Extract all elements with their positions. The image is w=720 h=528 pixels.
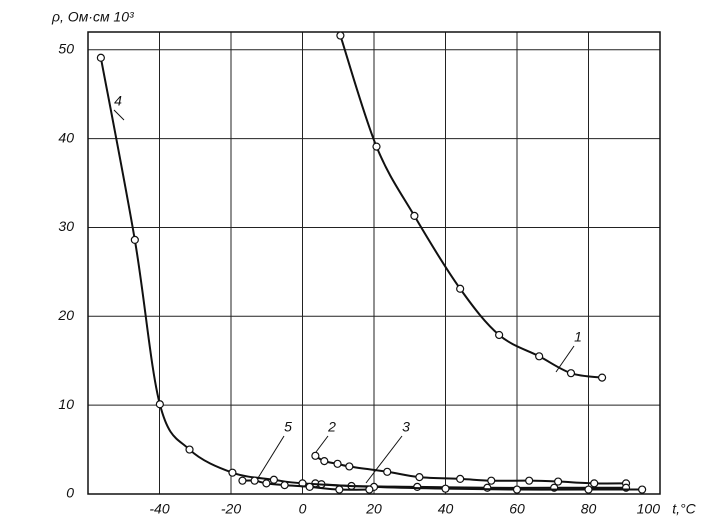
data-point (280, 481, 289, 490)
data-point (638, 485, 647, 494)
x-axis-label: t,°C (672, 501, 696, 517)
y-tick-label: 20 (57, 307, 74, 323)
y-tick-label: 50 (58, 40, 74, 56)
data-point (96, 53, 105, 62)
data-point (597, 373, 607, 382)
leader-line (257, 435, 285, 479)
data-point (410, 211, 419, 221)
leader-line (555, 345, 575, 373)
leader-line (315, 435, 329, 453)
data-point (590, 479, 599, 488)
series-label: 5 (284, 419, 292, 435)
x-tick-label: 80 (581, 501, 597, 517)
y-tick-label: 30 (58, 218, 74, 234)
data-point (415, 473, 424, 482)
data-point (512, 485, 522, 494)
data-point (584, 485, 593, 494)
data-point (487, 476, 496, 485)
data-point (566, 369, 576, 378)
data-point (413, 482, 422, 491)
series-label: 1 (574, 329, 582, 345)
data-point (228, 468, 237, 477)
data-point (495, 330, 504, 340)
leader-line (113, 109, 125, 121)
series-label: 3 (402, 419, 410, 435)
data-point (441, 484, 450, 493)
data-point (155, 400, 164, 409)
data-point (456, 474, 465, 483)
x-tick-label: 40 (438, 501, 454, 517)
x-tick-label: 20 (365, 501, 382, 517)
data-point (535, 352, 544, 361)
y-tick-label: 10 (58, 396, 74, 412)
data-point (250, 476, 259, 485)
x-tick-label: -20 (221, 501, 241, 517)
x-tick-label: 100 (637, 501, 661, 517)
x-tick-label: 60 (509, 501, 525, 517)
y-tick-label: 0 (66, 485, 74, 501)
data-point (456, 284, 465, 293)
data-point (345, 462, 354, 471)
data-point (320, 457, 329, 466)
data-point (333, 459, 342, 468)
data-point (383, 467, 392, 476)
x-tick-label: 0 (299, 501, 307, 517)
data-point (130, 235, 139, 244)
data-point (185, 445, 194, 454)
data-point (554, 477, 563, 486)
data-point (305, 482, 314, 491)
data-point (311, 451, 320, 460)
data-point (483, 483, 492, 492)
plot-frame (87, 31, 661, 495)
leader-line (365, 435, 403, 484)
data-point (365, 485, 374, 494)
data-point (262, 479, 271, 488)
x-tick-label: -40 (149, 501, 169, 517)
data-point (336, 31, 345, 40)
data-point (525, 476, 534, 485)
series-label: 2 (327, 419, 336, 435)
data-point (372, 142, 381, 151)
data-point (238, 476, 247, 485)
y-axis-label: ρ, Ом·см 10³ (51, 9, 134, 25)
y-tick-label: 40 (58, 129, 74, 145)
data-point (335, 485, 344, 494)
data-point (269, 475, 278, 484)
series-label: 4 (114, 93, 122, 109)
